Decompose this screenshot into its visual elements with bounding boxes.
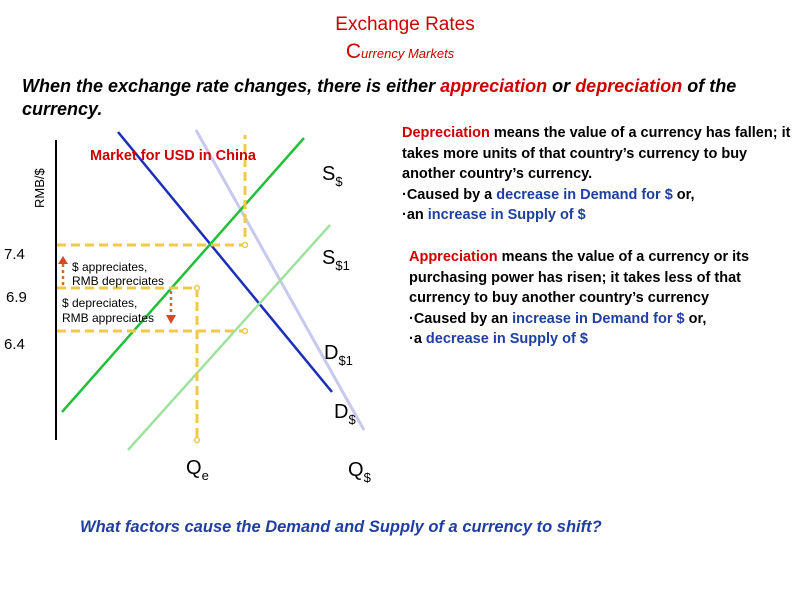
closing-question: What factors cause the Demand and Supply… [80, 518, 602, 536]
market-title: Market for USD in China [90, 148, 257, 164]
appreciation-definition: means the value of a currency or its pur… [409, 249, 750, 306]
depreciation-cause1-pre: ·Caused by a [402, 186, 497, 203]
depreciation-explanation: Depreciation means the value of a curren… [402, 123, 797, 226]
depreciation-cause2: increase in Supply of $ [427, 207, 586, 223]
demand1-label: D$1 [324, 342, 353, 368]
page-title: Exchange Rates [335, 14, 475, 35]
supply-label: S$ [322, 163, 343, 189]
qe-label: Qe [186, 457, 209, 483]
y-axis-label: RMB/$ [32, 168, 47, 209]
depreciation-term: Depreciation [402, 125, 490, 141]
up-arrow [58, 256, 68, 285]
rate-tick-7-4: 7.4 [4, 246, 25, 263]
dollar-depreciates-note-line2: RMB appreciates [62, 311, 154, 325]
dollar-appreciates-note-line1: $ appreciates, [72, 260, 147, 274]
q-label: Q$ [348, 459, 372, 485]
page-subtitle: Currency Markets [0, 40, 800, 64]
dollar-appreciates-note-line2: RMB depreciates [72, 274, 164, 288]
subtitle-rest: urrency Markets [360, 46, 455, 61]
equilibrium-point [193, 284, 201, 292]
supply-shift-curve [127, 224, 331, 451]
appreciation-explanation: Appreciation means the value of a curren… [409, 247, 799, 350]
depreciation-cause1: decrease in Demand for $ [496, 186, 673, 203]
appreciation-cause2-pre: ·a [409, 331, 426, 347]
appreciation-cause1: increase in Demand for $ [512, 310, 685, 327]
appreciation-cause1-post: or, [684, 310, 707, 327]
depreciation-cause1-post: or, [672, 186, 695, 203]
intro-appreciation: appreciation [440, 76, 548, 96]
demand-curve [117, 131, 333, 393]
rate-tick-6-4: 6.4 [4, 336, 25, 353]
dollar-depreciates-note-line1: $ depreciates, [62, 296, 137, 310]
equilibrium-point-lower [241, 327, 249, 335]
down-arrow [166, 291, 176, 324]
supply-curve [61, 137, 305, 413]
supply1-label: S$1 [322, 247, 350, 273]
intro-part2: of the currency. [22, 76, 737, 119]
appreciation-cause2: decrease in Supply of $ [425, 331, 588, 347]
intro-part1: When the exchange rate changes, there is… [22, 76, 441, 96]
rate-tick-6-9: 6.9 [6, 289, 27, 306]
intro-or: or [547, 76, 576, 96]
appreciation-term: Appreciation [409, 249, 498, 265]
subtitle-first-letter: C [345, 40, 361, 63]
demand-label: D$ [334, 401, 356, 427]
depreciation-definition: means the value of a currency has fallen… [402, 125, 791, 182]
depreciation-cause2-pre: ·an [402, 207, 428, 223]
intro-text: When the exchange rate changes, there is… [22, 75, 782, 121]
appreciation-cause1-pre: ·Caused by an [409, 310, 513, 327]
qe-axis-point [193, 436, 201, 444]
intro-depreciation: depreciation [575, 76, 683, 96]
equilibrium-point-upper [241, 241, 249, 249]
